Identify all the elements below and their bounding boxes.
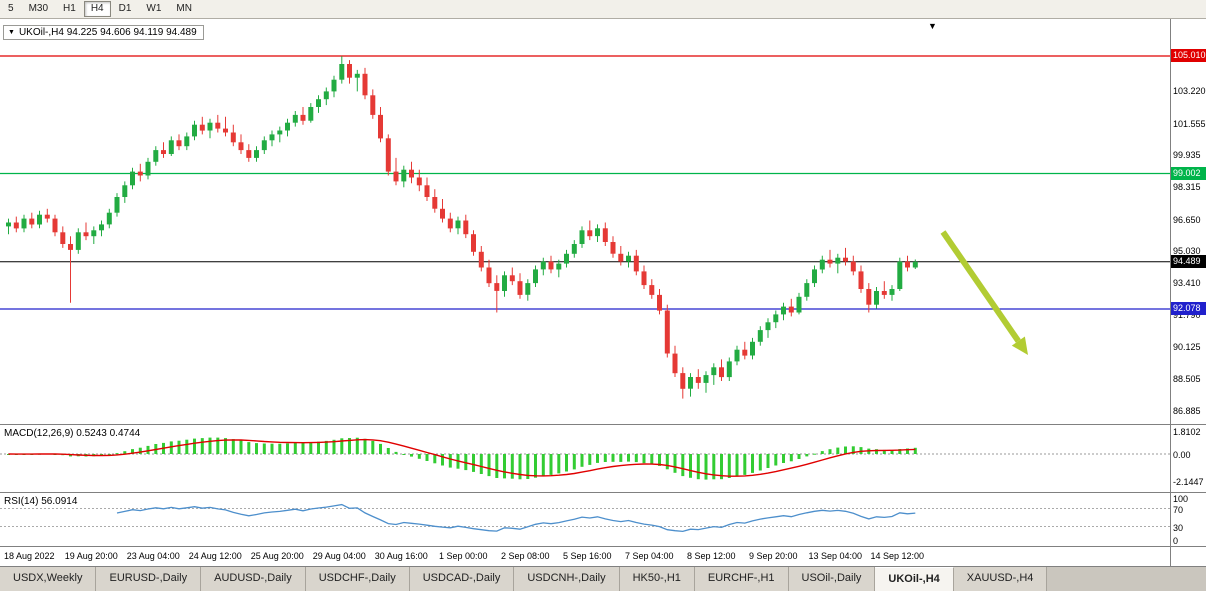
price-axis-label: 86.885: [1173, 405, 1201, 416]
symbol-tab[interactable]: USDCAD-,Daily: [409, 567, 515, 591]
macd-label: MACD(12,26,9) 0.5243 0.4744: [4, 428, 141, 439]
time-axis-label: 8 Sep 12:00: [686, 551, 736, 561]
timeframe-button-m30[interactable]: M30: [22, 1, 55, 17]
symbol-dropdown-icon[interactable]: ▼: [8, 28, 15, 36]
timeframe-toolbar: 5 M30 H1 H4 D1 W1 MN: [0, 0, 1206, 19]
macd-axis-label: 0.00: [1173, 450, 1191, 460]
rsi-axis[interactable]: 100 70 30 0: [1170, 493, 1206, 546]
price-axis-label: 103.220: [1173, 86, 1206, 96]
chart-title: UKOil-,H4 94.225 94.606 94.119 94.489: [18, 27, 197, 38]
macd-axis[interactable]: 1.8102 0.00 -2.1447: [1170, 425, 1206, 492]
time-axis-label: 5 Sep 16:00: [562, 551, 612, 561]
price-tag: 94.489: [1171, 254, 1206, 268]
macd-svg[interactable]: [0, 425, 1170, 492]
macd-panel: MACD(12,26,9) 0.5243 0.4744 1.8102 0.00 -2…: [0, 424, 1206, 492]
time-axis-label: 19 Aug 20:00: [64, 551, 118, 561]
symbol-tab[interactable]: USDCNH-,Daily: [514, 567, 620, 591]
main-chart-plot[interactable]: ▼ UKOil-,H4 94.225 94.606 94.119 94.489 …: [0, 19, 1170, 424]
price-axis-label: 99.935: [1173, 150, 1201, 161]
symbol-tab[interactable]: EURCHF-,H1: [694, 567, 789, 591]
price-tag: 105.010: [1171, 48, 1206, 62]
rsi-svg[interactable]: [0, 493, 1170, 546]
price-axis-label: 98.315: [1173, 181, 1201, 192]
time-axis-label: 30 Aug 16:00: [374, 551, 428, 561]
time-axis-label: 23 Aug 04:00: [126, 551, 180, 561]
rsi-axis-label: 0: [1173, 536, 1179, 546]
time-axis-label: 18 Aug 2022: [3, 551, 55, 561]
time-axis-label: 2 Sep 08:00: [500, 551, 550, 561]
time-axis-label: 29 Aug 04:00: [312, 551, 366, 561]
symbol-tab[interactable]: AUDUSD-,Daily: [201, 567, 306, 591]
price-axis-label: 96.650: [1173, 214, 1201, 225]
timeframe-button-mn[interactable]: MN: [169, 1, 199, 17]
rsi-axis-label: 100: [1173, 494, 1189, 504]
timeframe-button-d1[interactable]: D1: [112, 1, 139, 17]
chart-title-box[interactable]: ▼ UKOil-,H4 94.225 94.606 94.119 94.489: [3, 25, 204, 40]
price-axis-label: 93.410: [1173, 277, 1201, 288]
rsi-label: RSI(14) 56.0914: [4, 496, 78, 507]
symbol-tab[interactable]: UKOil-,H4: [875, 567, 954, 591]
symbol-tab[interactable]: USOil-,Daily: [788, 567, 876, 591]
time-axis-corner: [1170, 547, 1206, 566]
symbol-tab[interactable]: XAUUSD-,H4: [953, 567, 1048, 591]
main-chart-row: ▼ UKOil-,H4 94.225 94.606 94.119 94.489 …: [0, 19, 1206, 424]
time-axis-label: 25 Aug 20:00: [250, 551, 304, 561]
time-axis-label: 14 Sep 12:00: [870, 551, 925, 561]
rsi-axis-label: 30: [1173, 522, 1184, 533]
time-axis-label: 1 Sep 00:00: [438, 551, 488, 561]
time-axis-row: 18 Aug 2022 19 Aug 20:00 23 Aug 04:00 24 Au…: [0, 546, 1206, 566]
trend-arrow: [940, 230, 1021, 343]
macd-axis-label: 1.8102: [1173, 427, 1201, 437]
price-tag: 99.002: [1171, 166, 1206, 180]
rsi-axis-label: 70: [1173, 504, 1184, 515]
price-axis[interactable]: 103.220 101.555 99.935 98.315 96.650 95.030 93…: [1170, 19, 1206, 424]
timeframe-button-h1[interactable]: H1: [56, 1, 83, 17]
chart-shift-icon[interactable]: ▼: [928, 21, 937, 31]
price-axis-label: 90.125: [1173, 342, 1201, 353]
symbol-tabs: USDX,Weekly EURUSD-,Daily AUDUSD-,Daily USD…: [0, 566, 1206, 591]
macd-plot[interactable]: MACD(12,26,9) 0.5243 0.4744: [0, 425, 1170, 492]
time-axis-label: 24 Aug 12:00: [188, 551, 242, 561]
rsi-panel: RSI(14) 56.0914 100 70 30 0: [0, 492, 1206, 546]
time-axis-label: 13 Sep 04:00: [808, 551, 863, 561]
price-tag: 92.078: [1171, 301, 1206, 315]
price-axis-label: 101.555: [1173, 118, 1206, 129]
rsi-plot[interactable]: RSI(14) 56.0914: [0, 493, 1170, 546]
timeframe-button-h4[interactable]: H4: [83, 1, 111, 17]
price-axis-label: 95.030: [1173, 246, 1201, 257]
main-chart-svg[interactable]: [0, 19, 1170, 424]
time-axis-label: 9 Sep 20:00: [748, 551, 798, 561]
macd-axis-label: -2.1447: [1173, 477, 1204, 488]
symbol-tab[interactable]: USDX,Weekly: [0, 567, 97, 591]
symbol-tab[interactable]: EURUSD-,Daily: [96, 567, 202, 591]
timeframe-button-5[interactable]: 5: [1, 1, 21, 17]
symbol-tab[interactable]: HK50-,H1: [619, 567, 695, 591]
symbol-tab[interactable]: USDCHF-,Daily: [305, 567, 410, 591]
timeframe-button-w1[interactable]: W1: [139, 1, 168, 17]
price-axis-label: 88.505: [1173, 373, 1201, 384]
time-axis-label: 7 Sep 04:00: [624, 551, 674, 561]
time-axis[interactable]: 18 Aug 2022 19 Aug 20:00 23 Aug 04:00 24 Au…: [0, 547, 1170, 566]
